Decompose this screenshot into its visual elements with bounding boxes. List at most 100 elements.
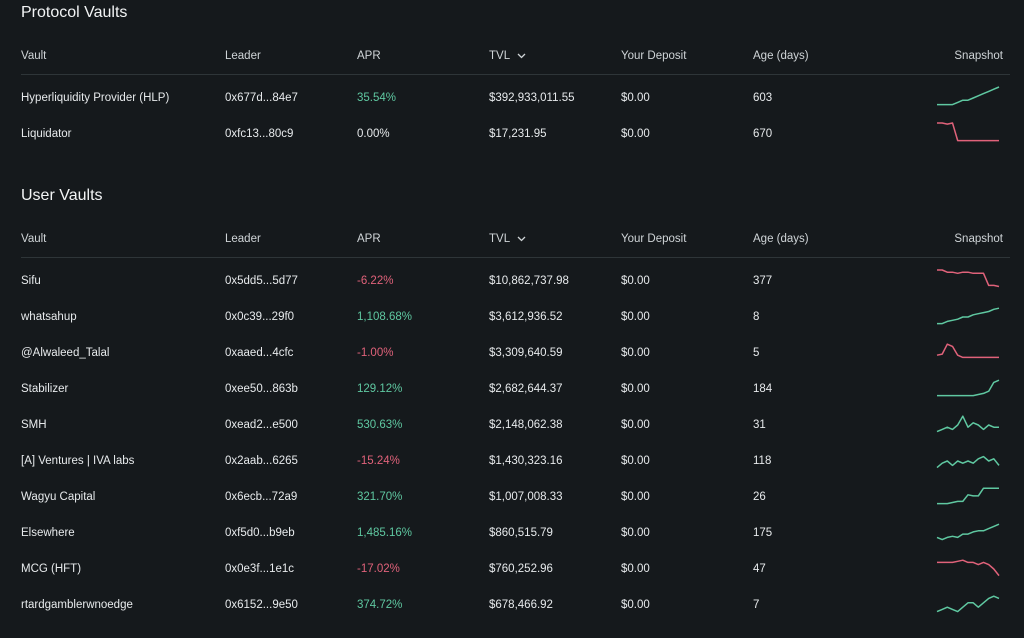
header-vault[interactable]: Vault xyxy=(21,50,47,62)
snapshot-sparkline xyxy=(936,415,999,433)
leader-address[interactable]: 0x2aab...6265 xyxy=(225,455,298,467)
header-divider xyxy=(21,257,1010,258)
table-row[interactable]: rtardgamblerwnoedge 0x6152...9e50 374.72% $… xyxy=(0,587,1024,623)
age-value: 603 xyxy=(753,92,773,104)
header-divider xyxy=(21,74,1010,75)
header-your-deposit[interactable]: Your Deposit xyxy=(621,233,687,245)
age-value: 118 xyxy=(753,455,772,467)
leader-address[interactable]: 0xead2...e500 xyxy=(225,419,298,431)
header-tvl-label: TVL xyxy=(489,233,510,245)
deposit-value: $0.00 xyxy=(621,347,650,359)
leader-address[interactable]: 0x0e3f...1e1c xyxy=(225,563,295,575)
table-row[interactable]: Sifu 0x5dd5...5d77 -6.22% $10,862,737.98 $0.… xyxy=(0,263,1024,299)
header-snapshot: Snapshot xyxy=(954,233,1003,245)
header-tvl-label: TVL xyxy=(489,50,510,62)
header-age[interactable]: Age (days) xyxy=(753,233,809,245)
sparkline-line xyxy=(936,455,1000,469)
protocol-vaults-table: Vault Leader APR TVL Your Deposit Age (d… xyxy=(0,38,1024,152)
snapshot-sparkline xyxy=(936,595,1000,613)
vault-name[interactable]: rtardgamblerwnoedge xyxy=(21,599,133,611)
apr-value: 530.63% xyxy=(357,419,403,431)
header-tvl[interactable]: TVL xyxy=(489,221,526,257)
table-row[interactable]: Wagyu Capital 0x6ecb...72a9 321.70% $1,007,… xyxy=(0,479,1024,515)
age-value: 31 xyxy=(753,419,766,431)
vault-name[interactable]: whatsahup xyxy=(21,311,77,323)
tvl-value: $2,148,062.38 xyxy=(489,419,563,431)
leader-address[interactable]: 0x6ecb...72a9 xyxy=(225,491,298,503)
apr-value: 0.00% xyxy=(357,128,390,140)
header-leader[interactable]: Leader xyxy=(225,50,261,62)
tvl-value: $860,515.79 xyxy=(489,527,553,539)
header-vault[interactable]: Vault xyxy=(21,233,47,245)
header-age[interactable]: Age (days) xyxy=(753,50,809,62)
tvl-value: $3,612,936.52 xyxy=(489,311,563,323)
leader-address[interactable]: 0x0c39...29f0 xyxy=(225,311,295,323)
deposit-value: $0.00 xyxy=(621,599,650,611)
vault-name[interactable]: Elsewhere xyxy=(21,527,75,539)
leader-address[interactable]: 0x6152...9e50 xyxy=(225,599,298,611)
vault-name[interactable]: Sifu xyxy=(21,275,41,287)
deposit-value: $0.00 xyxy=(621,128,650,140)
table-row[interactable]: Elsewhere 0xf5d0...b9eb 1,485.16% $860,515.… xyxy=(0,515,1024,551)
table-row[interactable]: MCG (HFT) 0x0e3f...1e1c -17.02% $760,252.96… xyxy=(0,551,1024,587)
apr-value: -15.24% xyxy=(357,455,400,467)
chevron-down-icon xyxy=(517,236,526,242)
leader-address[interactable]: 0xaaed...4cfc xyxy=(225,347,294,359)
table-row[interactable]: Stabilizer 0xee50...863b 129.12% $2,682,644… xyxy=(0,371,1024,407)
snapshot-sparkline xyxy=(937,487,999,505)
apr-value: 1,108.68% xyxy=(357,311,412,323)
header-tvl[interactable]: TVL xyxy=(489,38,526,74)
deposit-value: $0.00 xyxy=(621,455,650,467)
sparkline-line xyxy=(936,343,999,359)
vault-name[interactable]: MCG (HFT) xyxy=(21,563,82,575)
apr-value: -6.22% xyxy=(357,275,394,287)
header-your-deposit[interactable]: Your Deposit xyxy=(621,50,687,62)
header-snapshot: Snapshot xyxy=(954,50,1003,62)
table-row[interactable]: SMH 0xead2...e500 530.63% $2,148,062.38 $0.0… xyxy=(0,407,1024,443)
tvl-value: $3,309,640.59 xyxy=(489,347,563,359)
sparkline-line xyxy=(937,86,1000,106)
apr-value: 321.70% xyxy=(357,491,403,503)
vault-name[interactable]: Hyperliquidity Provider (HLP) xyxy=(21,92,170,104)
vault-name[interactable]: @Alwaleed_Talal xyxy=(21,347,110,359)
deposit-value: $0.00 xyxy=(621,275,650,287)
age-value: 670 xyxy=(753,128,773,140)
snapshot-sparkline xyxy=(936,343,999,359)
vault-name[interactable]: Stabilizer xyxy=(21,383,69,395)
tvl-value: $10,862,737.98 xyxy=(489,275,569,287)
vault-name[interactable]: SMH xyxy=(21,419,47,431)
snapshot-sparkline xyxy=(937,122,999,142)
leader-address[interactable]: 0x677d...84e7 xyxy=(225,92,298,104)
header-leader[interactable]: Leader xyxy=(225,233,261,245)
age-value: 26 xyxy=(753,491,766,503)
deposit-value: $0.00 xyxy=(621,491,650,503)
table-row[interactable]: @Alwaleed_Talal 0xaaed...4cfc -1.00% $3,309… xyxy=(0,335,1024,371)
vault-name[interactable]: Wagyu Capital xyxy=(21,491,96,503)
table-row[interactable]: Hyperliquidity Provider (HLP) 0x677d...84… xyxy=(0,80,1024,116)
table-header: Vault Leader APR TVL Your Deposit Age (d… xyxy=(0,38,1024,74)
tvl-value: $17,231.95 xyxy=(489,128,547,140)
table-row[interactable]: whatsahup 0x0c39...29f0 1,108.68% $3,612,93… xyxy=(0,299,1024,335)
table-row[interactable]: Liquidator 0xfc13...80c9 0.00% $17,231.95 $0… xyxy=(0,116,1024,152)
sparkline-line xyxy=(936,595,1000,613)
deposit-value: $0.00 xyxy=(621,92,650,104)
deposit-value: $0.00 xyxy=(621,311,650,323)
vault-name[interactable]: [A] Ventures | IVA labs xyxy=(21,455,135,467)
leader-address[interactable]: 0xfc13...80c9 xyxy=(225,128,294,140)
sparkline-line xyxy=(937,559,1000,577)
deposit-value: $0.00 xyxy=(621,383,650,395)
leader-address[interactable]: 0xf5d0...b9eb xyxy=(225,527,295,539)
vault-name[interactable]: Liquidator xyxy=(21,128,72,140)
snapshot-sparkline xyxy=(937,86,1000,106)
leader-address[interactable]: 0xee50...863b xyxy=(225,383,298,395)
apr-value: -1.00% xyxy=(357,347,394,359)
sparkline-line xyxy=(937,122,999,142)
sparkline-line xyxy=(937,307,1000,325)
age-value: 7 xyxy=(753,599,760,611)
table-row[interactable]: [A] Ventures | IVA labs 0x2aab...6265 -15.… xyxy=(0,443,1024,479)
header-apr[interactable]: APR xyxy=(357,50,381,62)
tvl-value: $1,430,323.16 xyxy=(489,455,563,467)
leader-address[interactable]: 0x5dd5...5d77 xyxy=(225,275,298,287)
header-apr[interactable]: APR xyxy=(357,233,381,245)
user-vaults-table: Vault Leader APR TVL Your Deposit Age (d… xyxy=(0,221,1024,623)
